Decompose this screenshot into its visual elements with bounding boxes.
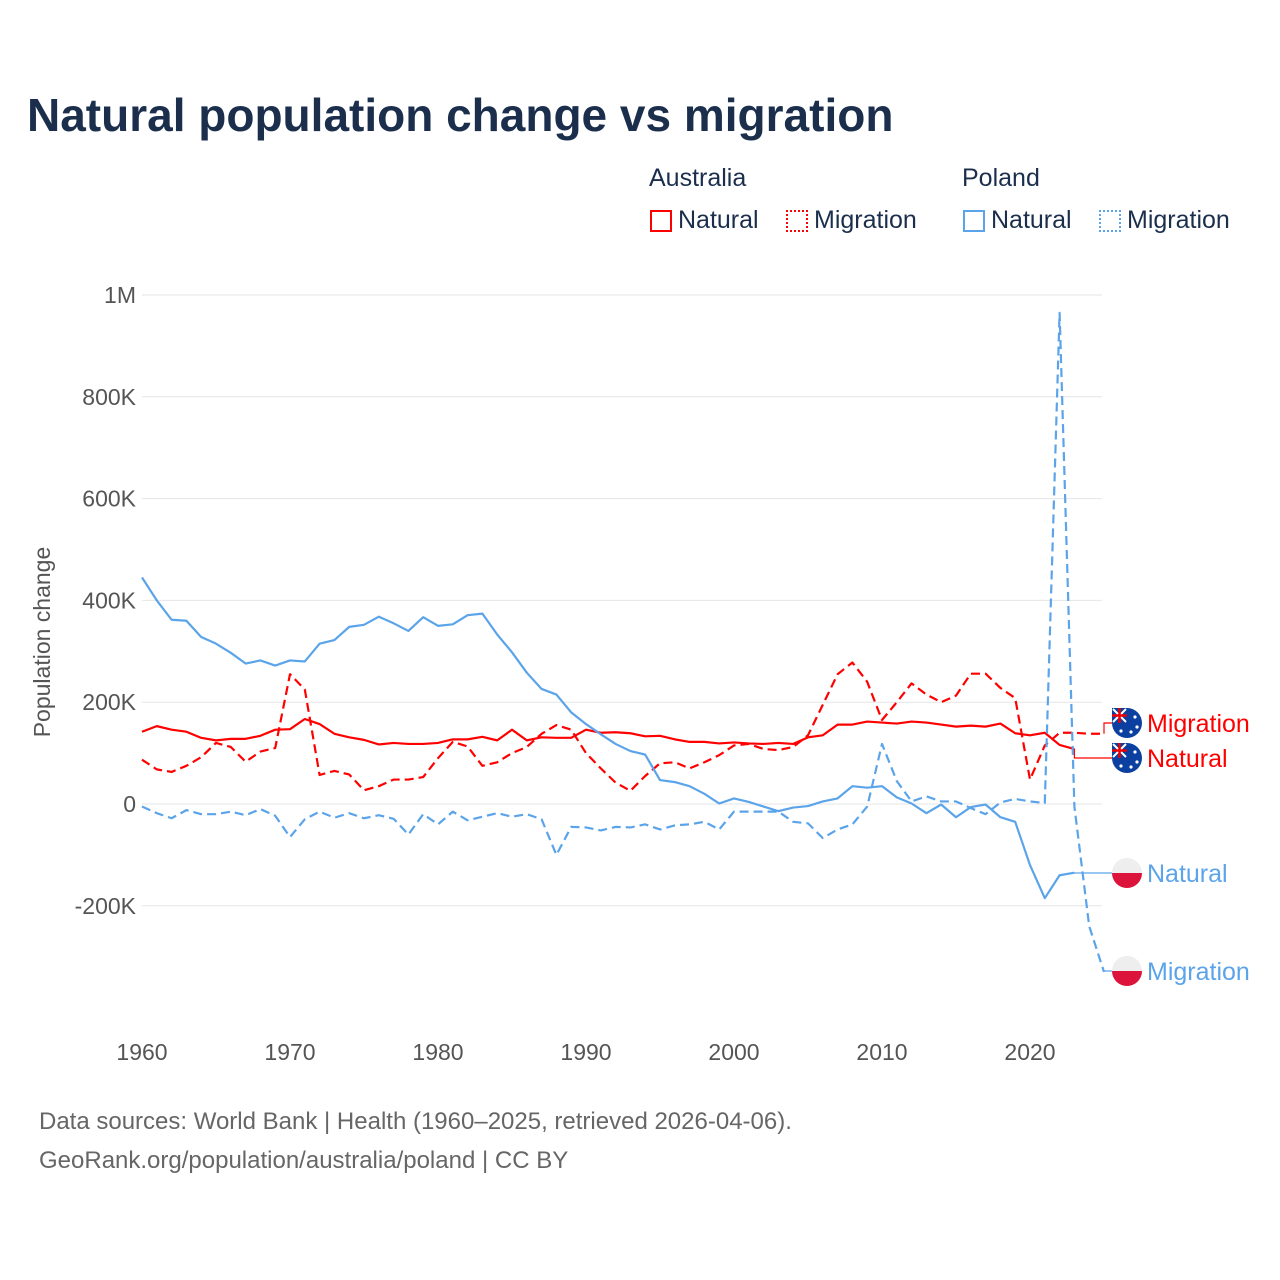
x-tick-label: 2000	[708, 1039, 759, 1065]
legend-label: Natural	[678, 206, 759, 234]
y-tick-label: 600K	[82, 486, 136, 512]
series-line-poland-natural[interactable]	[141, 576, 1075, 900]
australia-flag-icon	[1112, 743, 1142, 773]
legend-label: Migration	[1127, 206, 1230, 234]
y-tick-label: 0	[123, 791, 136, 817]
series-line-australia-natural[interactable]	[141, 717, 1075, 751]
legend-label: Natural	[991, 206, 1072, 234]
series-line-poland-migration[interactable]	[141, 311, 1106, 973]
series-end-label: Migration	[1147, 710, 1250, 738]
legend-swatch-solid	[963, 209, 985, 232]
legend-swatch-solid	[650, 209, 672, 232]
legend-poland-natural[interactable]: Natural	[963, 206, 1072, 235]
end-connector	[1103, 722, 1112, 734]
poland-flag-icon	[1112, 858, 1142, 888]
y-tick-label: 1M	[104, 282, 136, 308]
y-tick-label: 400K	[82, 587, 136, 613]
chart-title: Natural population change vs migration	[27, 89, 894, 141]
x-tick-label: 1990	[560, 1039, 611, 1065]
x-tick-label: 1960	[116, 1039, 167, 1065]
y-axis-label: Population change	[29, 547, 55, 738]
series-line-australia-migration[interactable]	[141, 661, 1104, 792]
legend-australia-natural[interactable]: Natural	[650, 206, 759, 235]
series-end-label: Natural	[1147, 745, 1228, 773]
y-tick-label: 200K	[82, 689, 136, 715]
y-tick-label: -200K	[75, 893, 137, 919]
poland-flag-icon	[1112, 956, 1142, 986]
legend-australia-migration[interactable]: Migration	[786, 206, 917, 235]
x-tick-label: 1970	[264, 1039, 315, 1065]
legend-swatch-dotted	[786, 209, 808, 232]
end-connector	[1103, 970, 1112, 972]
x-tick-label: 2010	[856, 1039, 907, 1065]
legend-swatch-dotted	[1099, 209, 1121, 232]
source-note: Data sources: World Bank | Health (1960–…	[39, 1108, 792, 1135]
legend-label: Migration	[814, 206, 917, 234]
series-end-label: Migration	[1147, 958, 1250, 986]
legend-poland-migration[interactable]: Migration	[1099, 206, 1230, 235]
series-end-label: Natural	[1147, 860, 1228, 888]
y-tick-label: 800K	[82, 384, 136, 410]
source-url[interactable]: GeoRank.org/population/australia/poland …	[39, 1147, 569, 1174]
x-tick-label: 1980	[412, 1039, 463, 1065]
end-connector	[1073, 749, 1112, 759]
x-tick-label: 2020	[1004, 1039, 1055, 1065]
legend-group-poland: Poland	[962, 164, 1040, 192]
australia-flag-icon	[1112, 708, 1142, 738]
legend-group-australia: Australia	[649, 164, 747, 192]
